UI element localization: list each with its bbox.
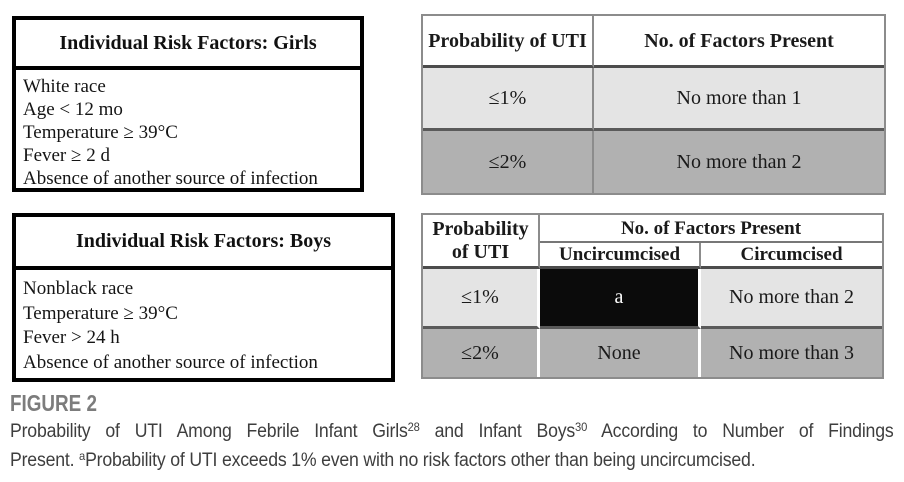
figure-label: FIGURE 2	[10, 390, 97, 416]
footnote-superscript: a	[79, 449, 86, 463]
boys-risk-box: Individual Risk Factors: Boys Nonblack r…	[12, 213, 395, 382]
girls-risk-box-body: White race Age < 12 mo Temperature ≥ 39°…	[16, 70, 360, 190]
caption-line-1: Probability of UTI Among Febrile Infant …	[10, 417, 894, 446]
risk-factor-item: Age < 12 mo	[23, 99, 123, 120]
girls-factors-cell: No more than 2	[594, 131, 884, 193]
girls-factors-cell: No more than 1	[594, 68, 884, 131]
girls-probability-header: Probability of UTI	[423, 16, 594, 68]
caption-text: Present.	[10, 450, 80, 471]
circumcised-cell: No more than 3	[701, 329, 882, 377]
caption-text: According to Number of Findings	[587, 421, 894, 442]
boys-risk-box-body: Nonblack race Temperature ≥ 39°C Fever >…	[16, 270, 391, 375]
boys-uti-table: Probability of UTI No. of Factors Presen…	[421, 213, 884, 379]
risk-factor-item: Absence of another source of infection	[23, 351, 318, 373]
girls-probability-cell: ≤1%	[423, 68, 594, 131]
caption-text: Probability of UTI Among Febrile Infant …	[10, 421, 408, 442]
risk-factor-item: Absence of another source of infection	[23, 168, 318, 189]
risk-factor-item: Temperature ≥ 39°C	[23, 122, 178, 143]
boys-factors-group-header: No. of Factors Present	[540, 215, 882, 243]
caption-text: and Infant Boys	[419, 421, 576, 442]
figure-caption: Probability of UTI Among Febrile Infant …	[10, 417, 894, 475]
uncircumcised-highlight-cell: a	[540, 269, 701, 329]
reference-superscript: 28	[407, 420, 420, 434]
uncircumcised-cell: None	[540, 329, 701, 377]
girls-probability-cell: ≤2%	[423, 131, 594, 193]
circumcised-cell: No more than 2	[701, 269, 882, 329]
caption-text: Probability of UTI exceeds 1% even with …	[85, 450, 756, 471]
circumcised-header: Circumcised	[701, 243, 882, 269]
risk-factor-item: White race	[23, 76, 106, 97]
boys-probability-cell: ≤2%	[423, 329, 540, 377]
risk-factor-item: Nonblack race	[23, 278, 134, 299]
boys-probability-header: Probability of UTI	[423, 215, 540, 269]
girls-factors-header: No. of Factors Present	[594, 16, 884, 68]
risk-factor-item: Fever ≥ 2 d	[23, 145, 110, 166]
girls-risk-box: Individual Risk Factors: Girls White rac…	[12, 16, 364, 192]
risk-factor-item: Fever > 24 h	[23, 327, 120, 348]
boys-risk-box-title: Individual Risk Factors: Boys	[16, 217, 391, 270]
girls-risk-box-title: Individual Risk Factors: Girls	[16, 20, 360, 70]
caption-line-2: Present. aProbability of UTI exceeds 1% …	[10, 446, 894, 475]
girls-uti-table: Probability of UTI No. of Factors Presen…	[421, 14, 886, 195]
uncircumcised-header: Uncircumcised	[540, 243, 701, 269]
reference-superscript: 30	[575, 420, 588, 434]
boys-probability-cell: ≤1%	[423, 269, 540, 329]
risk-factor-item: Temperature ≥ 39°C	[23, 302, 178, 324]
